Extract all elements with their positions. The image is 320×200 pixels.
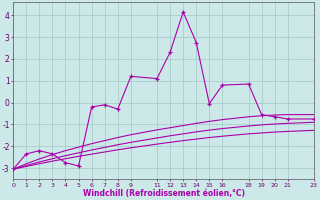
X-axis label: Windchill (Refroidissement éolien,°C): Windchill (Refroidissement éolien,°C) [83,189,244,198]
